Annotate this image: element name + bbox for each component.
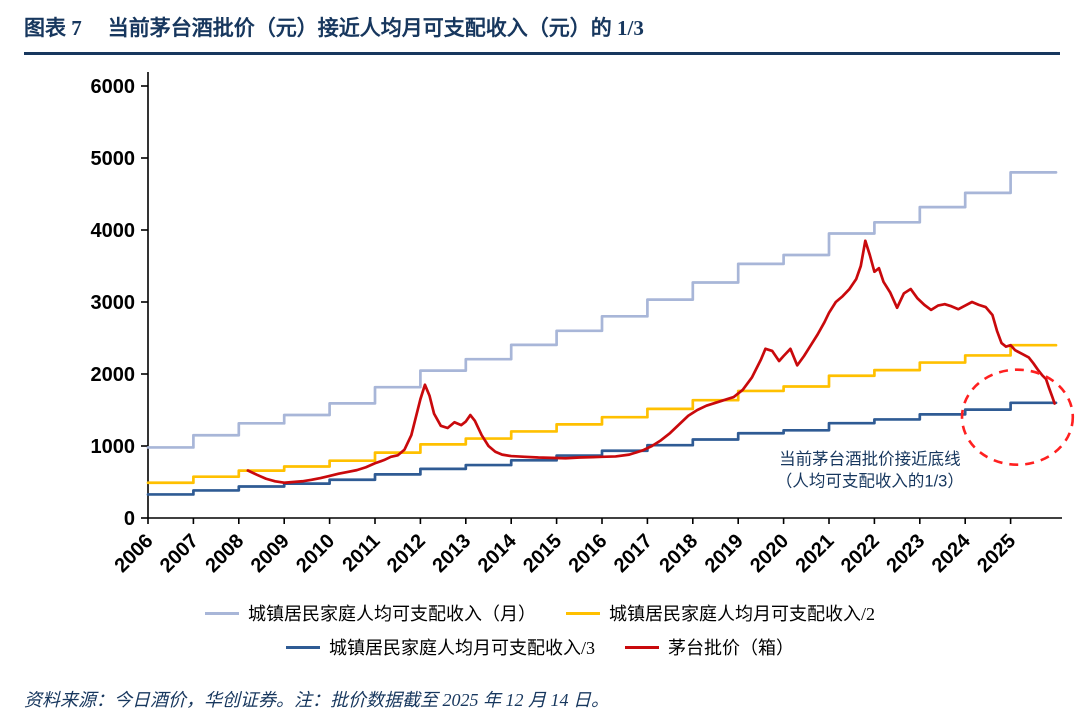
chart-legend: 城镇居民家庭人均可支配收入（月） 城镇居民家庭人均月可支配收入/2 城镇居民家庭人均… bbox=[0, 600, 1080, 660]
x-tick-label: 2019 bbox=[701, 530, 748, 577]
x-tick-label: 2022 bbox=[837, 530, 884, 577]
x-tick-label: 2012 bbox=[383, 530, 430, 577]
x-tick-label: 2006 bbox=[111, 530, 158, 577]
legend-row: 城镇居民家庭人均月可支配收入/3 茅台批价（箱） bbox=[286, 634, 794, 660]
legend-label: 茅台批价（箱） bbox=[668, 638, 794, 658]
legend-item-1: 城镇居民家庭人均月可支配收入/2 bbox=[566, 600, 875, 626]
x-tick-label: 2024 bbox=[928, 529, 976, 577]
series-line-1 bbox=[146, 343, 1058, 485]
chart-area: 0 1000 2000 3000 4000 5000 6000 2006 2007 2008 200… bbox=[0, 56, 1080, 596]
x-tick-label: 2017 bbox=[610, 530, 657, 577]
legend-line-swatch bbox=[625, 645, 659, 649]
figure-title-text: 当前茅台酒批价（元）接近人均月可支配收入（元）的 1/3 bbox=[107, 16, 644, 40]
annotation-line-1: （人均可支配收入的1/3） bbox=[776, 472, 964, 491]
y-tick-label: 0 bbox=[124, 508, 135, 530]
legend-item-3: 茅台批价（箱） bbox=[625, 634, 794, 660]
y-tick-label: 2000 bbox=[91, 364, 136, 386]
figure-number: 图表 7 bbox=[24, 16, 82, 40]
x-tick-label: 2018 bbox=[655, 530, 702, 577]
legend-item-0: 城镇居民家庭人均可支配收入（月） bbox=[205, 600, 536, 626]
series-line-2 bbox=[146, 401, 1058, 496]
y-tick-label: 3000 bbox=[91, 292, 136, 314]
x-tick-label: 2016 bbox=[565, 530, 612, 577]
x-tick-label: 2011 bbox=[338, 530, 384, 576]
legend-label: 城镇居民家庭人均月可支配收入/3 bbox=[329, 638, 595, 658]
x-tick-label: 2009 bbox=[247, 530, 294, 577]
x-tick-label: 2014 bbox=[474, 529, 522, 577]
legend-row: 城镇居民家庭人均可支配收入（月） 城镇居民家庭人均月可支配收入/2 bbox=[205, 600, 875, 626]
source-note: 资料来源：今日酒价，华创证券。注：批价数据截至 2025 年 12 月 14 日… bbox=[24, 690, 609, 710]
series-line-0 bbox=[146, 171, 1058, 449]
x-tick-label: 2020 bbox=[746, 530, 793, 577]
legend-line-swatch bbox=[566, 611, 600, 615]
legend-line-swatch bbox=[286, 645, 320, 649]
title-divider bbox=[24, 52, 1060, 55]
series-line-3 bbox=[246, 239, 1056, 485]
legend-item-2: 城镇居民家庭人均月可支配收入/3 bbox=[286, 634, 595, 660]
legend-label: 城镇居民家庭人均可支配收入（月） bbox=[248, 604, 536, 624]
legend-line-swatch bbox=[205, 611, 239, 615]
figure-title: 图表 7 当前茅台酒批价（元）接近人均月可支配收入（元）的 1/3 bbox=[24, 12, 1064, 42]
legend-label: 城镇居民家庭人均月可支配收入/2 bbox=[609, 604, 875, 624]
annotation-line-0: 当前茅台酒批价接近底线 bbox=[779, 450, 961, 469]
x-tick-label: 2007 bbox=[156, 530, 203, 577]
chart-canvas: 0 1000 2000 3000 4000 5000 6000 200620072008200… bbox=[91, 72, 1075, 577]
x-tick-label: 2013 bbox=[428, 530, 475, 577]
highlight-ellipse bbox=[960, 368, 1075, 467]
y-tick-label: 1000 bbox=[91, 436, 136, 458]
y-tick-label: 5000 bbox=[91, 148, 136, 170]
y-tick-label: 4000 bbox=[91, 220, 136, 242]
x-tick-label: 2008 bbox=[201, 530, 248, 577]
x-tick-label: 2010 bbox=[292, 530, 339, 577]
x-tick-label: 2015 bbox=[519, 530, 566, 577]
x-tick-label: 2021 bbox=[792, 530, 839, 577]
y-tick-label: 6000 bbox=[91, 76, 136, 98]
x-tick-label: 2025 bbox=[973, 530, 1020, 577]
x-tick-label: 2023 bbox=[882, 530, 929, 577]
